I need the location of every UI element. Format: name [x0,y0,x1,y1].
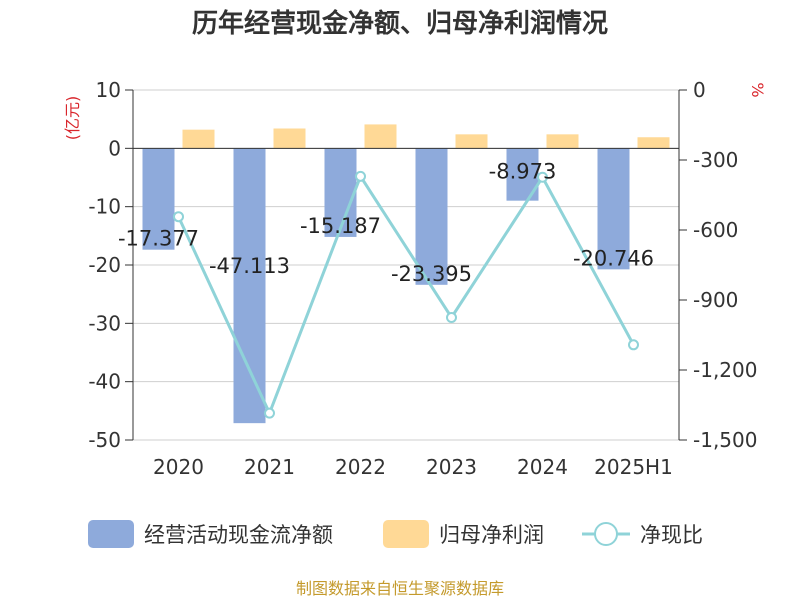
x-tick-label: 2024 [517,455,568,479]
legend-label-cash-flow: 经营活动现金流净额 [144,523,333,547]
left-tick-label: 10 [96,78,121,102]
legend-label-net-profit: 归母净利润 [439,523,544,547]
ratio-point [446,312,457,323]
bar-net-profit [273,128,306,149]
ratio-point [173,211,184,223]
bar-cash-flow [597,148,630,270]
right-tick-label: 0 [693,78,706,102]
axes [125,89,687,441]
right-tick-label: -600 [693,218,738,242]
left-tick-label: -30 [88,311,121,335]
bar-cash-flow [415,148,448,285]
source-note: 制图数据来自恒生聚源数据库 [296,579,504,598]
bar-net-profit [455,134,488,149]
x-tick-label: 2023 [426,455,477,479]
right-tick-label: -300 [693,148,738,172]
data-labels: -17.377 -47.113 -15.187 -23.395 -8.973 -20.74… [118,160,654,286]
ratio-line [173,170,639,419]
ratio-point [537,171,548,183]
legend-label-ratio: 净现比 [640,523,703,547]
x-tick-label: 2022 [335,455,386,479]
bar-net-profit [637,137,670,149]
bar-cash-flow [324,148,357,237]
data-label-cash-flow: -47.113 [209,254,290,278]
legend-marker-ratio [594,522,618,546]
tick-labels: 10 0 -10 -20 -30 -40 -50 0 -300 -600 -900 -1,200 -1,… [88,78,757,479]
ratio-line-path [177,173,635,418]
data-label-cash-flow: -8.973 [489,160,557,184]
left-tick-label: -50 [88,428,121,452]
right-axis-unit: % [748,82,767,97]
left-axis-unit: (亿元) [63,96,82,141]
data-label-cash-flow: -23.395 [391,262,472,286]
x-tick-label: 2025H1 [594,455,673,479]
left-tick-label: -10 [88,195,121,219]
legend-swatch-cash-flow [88,520,134,548]
x-tick-label: 2021 [244,455,295,479]
data-label-cash-flow: -20.746 [573,246,654,270]
bars [142,124,670,424]
legend: 经营活动现金流净额 归母净利润 净现比 [88,520,703,548]
bar-net-profit [546,134,579,149]
bar-net-profit [364,124,397,149]
ratio-point [264,407,275,419]
left-tick-label: -20 [88,253,121,277]
legend-swatch-net-profit [383,520,429,548]
bar-cash-flow [142,148,175,250]
right-tick-label: -1,200 [693,358,757,382]
bar-cash-flow [233,148,266,424]
x-tick-label: 2020 [153,455,204,479]
ratio-point [628,339,639,351]
ratio-point [355,170,366,182]
data-label-cash-flow: -17.377 [118,227,199,251]
chart-title: 历年经营现金净额、归母净利润情况 [192,8,608,39]
right-tick-label: -900 [693,288,738,312]
bar-net-profit [182,129,215,149]
left-tick-label: 0 [108,136,121,160]
left-tick-label: -40 [88,370,121,394]
right-tick-label: -1,500 [693,428,757,452]
data-label-cash-flow: -15.187 [300,214,381,238]
